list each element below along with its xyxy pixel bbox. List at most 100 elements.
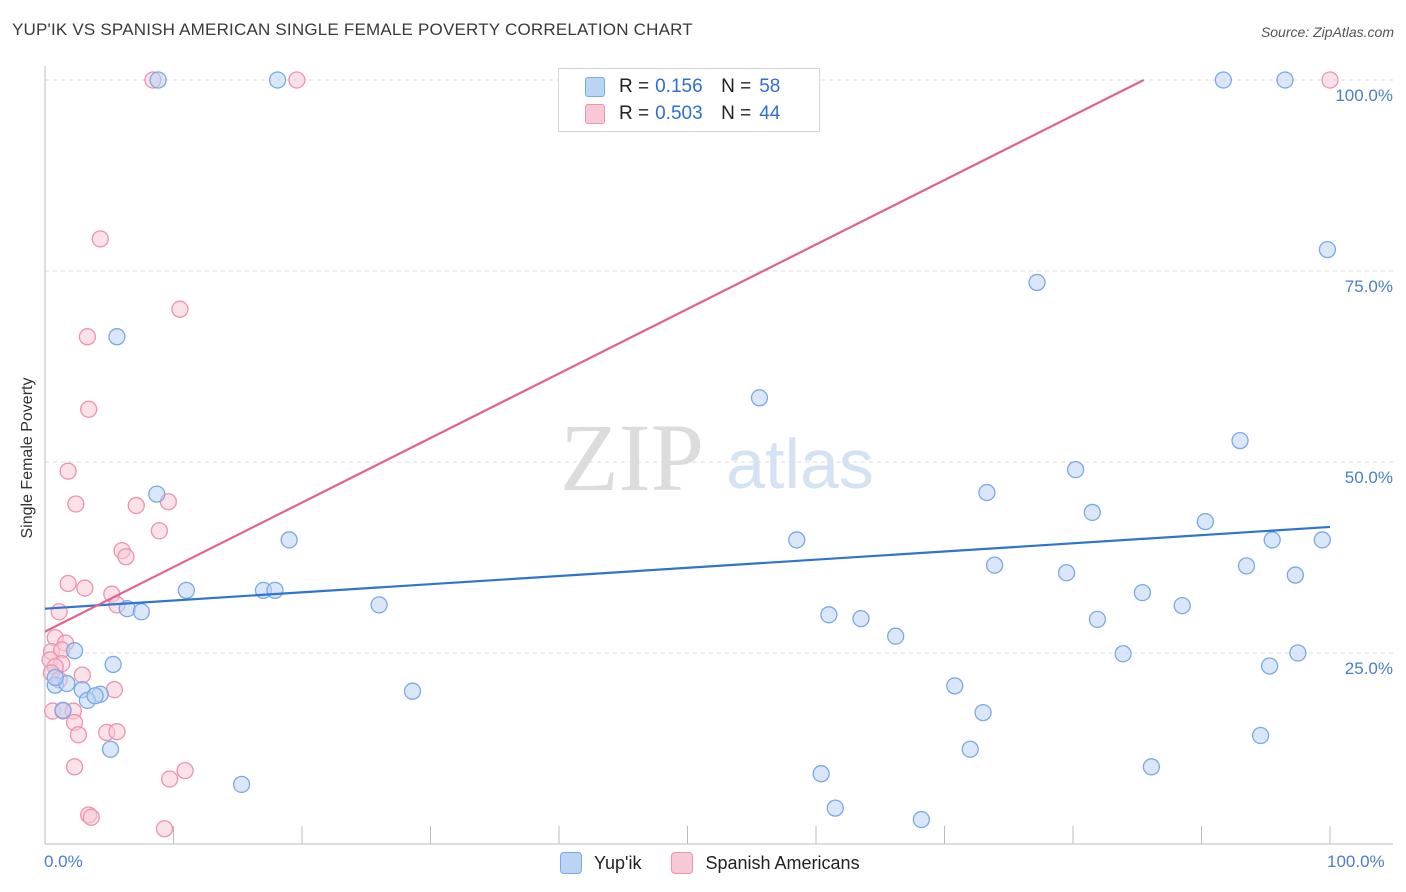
- data-point: [132, 603, 151, 621]
- data-point: [91, 230, 109, 248]
- data-point: [73, 666, 91, 684]
- data-point: [788, 531, 806, 549]
- data-point: [148, 485, 166, 503]
- data-point: [177, 581, 196, 600]
- data-point: [1196, 512, 1215, 531]
- data-point: [1133, 583, 1152, 602]
- chart-title: YUP'IK VS SPANISH AMERICAN SINGLE FEMALE…: [12, 20, 693, 39]
- watermark: ZIP atlas: [560, 404, 874, 511]
- data-point: [812, 765, 830, 783]
- data-point: [76, 579, 94, 597]
- data-point: [1289, 644, 1307, 662]
- axes: [44, 66, 1393, 845]
- data-point: [117, 548, 135, 566]
- data-point: [86, 687, 104, 705]
- data-point: [1251, 726, 1270, 745]
- data-point: [887, 627, 905, 645]
- source-label: Source: ZipAtlas.com: [1260, 24, 1394, 40]
- x-tick-min: 0.0%: [44, 852, 83, 871]
- series-legend: Yup'ik Spanish Americans: [560, 852, 890, 874]
- stats-legend: R = 0.156 N = 58 R = 0.503 N = 44: [558, 68, 820, 132]
- n-label: N =: [721, 76, 752, 97]
- r-label: R =: [619, 76, 650, 97]
- data-point: [403, 682, 422, 700]
- data-point: [69, 726, 88, 744]
- data-point: [108, 328, 126, 346]
- data-point: [46, 668, 64, 687]
- trend-lines: [44, 79, 1331, 633]
- r-value-spanish-americans: 0.503: [655, 103, 703, 124]
- r-label: R =: [619, 103, 650, 124]
- y-tick-25: 25.0%: [1344, 659, 1393, 678]
- data-point: [266, 581, 284, 600]
- data-point: [974, 703, 992, 722]
- legend-swatch-blue: [560, 852, 582, 874]
- data-point: [54, 701, 72, 719]
- data-point: [78, 328, 97, 346]
- legend-row-yupik: R = 0.156 N = 58: [585, 75, 780, 99]
- n-value-spanish-americans: 44: [759, 103, 781, 124]
- data-point: [150, 522, 169, 540]
- data-point: [826, 799, 844, 817]
- data-point: [1286, 566, 1304, 584]
- data-point: [1318, 240, 1337, 259]
- trend-line-spanish-americans: [44, 79, 1145, 633]
- data-point: [268, 71, 287, 89]
- n-label: N =: [721, 103, 752, 124]
- legend-swatch-blue: [585, 77, 605, 97]
- data-point: [59, 462, 77, 480]
- data-point: [160, 770, 179, 788]
- data-point: [127, 496, 145, 515]
- y-tick-50: 50.0%: [1344, 468, 1393, 487]
- y-tick-75: 75.0%: [1344, 277, 1393, 296]
- data-point: [1237, 557, 1256, 575]
- data-point: [946, 677, 964, 695]
- data-point: [67, 495, 85, 513]
- data-point: [171, 300, 189, 318]
- data-point: [1142, 758, 1161, 776]
- watermark-zip: ZIP: [560, 404, 704, 511]
- grid-lines: [45, 79, 1393, 654]
- data-point: [852, 609, 870, 628]
- data-point: [82, 808, 100, 826]
- data-point: [65, 642, 84, 660]
- data-point: [1028, 273, 1046, 292]
- data-point: [978, 483, 996, 502]
- legend-label-yupik: Yup'ik: [594, 852, 642, 873]
- spanish-americans-points: [41, 71, 1339, 838]
- data-point: [1276, 71, 1294, 89]
- data-point: [370, 596, 388, 614]
- data-point: [104, 655, 122, 674]
- data-point: [288, 71, 306, 89]
- data-point: [1214, 71, 1232, 89]
- watermark-atlas: atlas: [726, 425, 874, 503]
- data-point: [101, 740, 120, 758]
- data-point: [750, 389, 769, 407]
- data-point: [1057, 564, 1076, 582]
- legend-row-spanish-americans: R = 0.503 N = 44: [585, 102, 780, 126]
- data-point: [1083, 503, 1101, 522]
- data-point: [280, 531, 298, 549]
- r-value-yupik: 0.156: [655, 76, 703, 97]
- data-point: [985, 556, 1004, 574]
- data-point: [1231, 431, 1249, 450]
- data-point: [1088, 610, 1107, 629]
- data-point: [65, 758, 84, 776]
- data-point: [59, 574, 77, 593]
- data-point: [1066, 460, 1085, 479]
- data-point: [1313, 531, 1331, 549]
- data-point: [912, 810, 931, 829]
- data-point: [80, 400, 98, 418]
- legend-swatch-pink: [671, 852, 694, 874]
- data-point: [1260, 657, 1279, 675]
- data-point: [961, 740, 979, 758]
- x-tick-max: 100.0%: [1327, 852, 1385, 871]
- legend-label-spanish-americans: Spanish Americans: [705, 852, 860, 873]
- data-point: [108, 723, 126, 741]
- data-point: [176, 762, 194, 780]
- legend-item-yupik[interactable]: Yup'ik: [560, 852, 641, 874]
- trend-line-yupik: [44, 525, 1331, 610]
- legend-item-spanish-americans[interactable]: Spanish Americans: [671, 852, 860, 874]
- n-value-yupik: 58: [759, 76, 781, 97]
